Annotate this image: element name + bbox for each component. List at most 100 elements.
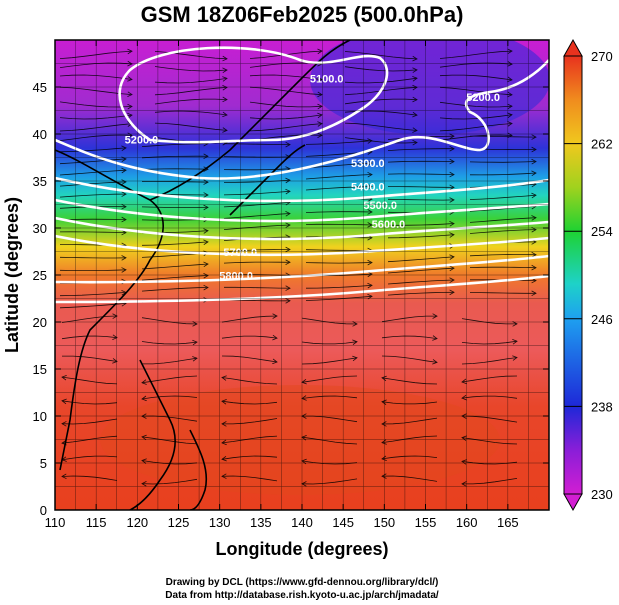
streamline: [59, 147, 127, 153]
streamline-arrow: [222, 67, 228, 74]
streamline: [154, 110, 228, 116]
streamline: [223, 213, 291, 219]
streamline-arrow: [61, 421, 67, 427]
streamline: [387, 279, 455, 285]
streamline: [381, 335, 438, 339]
colorbar-tick-label: 238: [591, 399, 613, 414]
streamline-arrow: [381, 455, 387, 462]
streamline: [223, 224, 291, 230]
streamline-arrow: [222, 76, 228, 82]
contour-label: 5500.0: [363, 200, 397, 212]
contour-5100: [118, 46, 389, 144]
streamline: [305, 223, 373, 226]
streamline-arrow: [507, 91, 513, 98]
streamline-arrow: [61, 473, 67, 480]
coastlines: [55, 40, 351, 510]
streamline: [141, 395, 198, 400]
streamline-arrow: [285, 298, 291, 304]
colorbar-tick-label: 270: [591, 49, 613, 64]
streamline: [469, 229, 537, 234]
streamline-arrow: [317, 76, 323, 82]
streamline-arrow: [317, 121, 323, 127]
streamline-arrow: [141, 481, 147, 487]
streamline-arrow: [317, 112, 323, 119]
streamline: [249, 86, 323, 96]
streamline: [141, 143, 209, 147]
streamline-arrow: [317, 48, 323, 55]
streamline: [223, 190, 291, 196]
streamline-arrow: [449, 133, 455, 140]
streamline-arrow: [221, 375, 227, 381]
streamline: [439, 123, 513, 132]
streamline: [62, 355, 118, 362]
streamline: [305, 174, 373, 180]
streamline-arrow: [203, 192, 209, 198]
streamline: [223, 261, 291, 264]
streamline-arrow: [221, 439, 227, 446]
streamline-arrow: [507, 76, 513, 83]
streamline: [141, 287, 209, 292]
streamline-arrow: [531, 251, 537, 258]
streamline: [387, 186, 455, 188]
streamline: [61, 455, 118, 461]
streamline-arrow: [432, 359, 438, 365]
streamline-arrow: [61, 439, 67, 446]
streamline: [59, 303, 127, 309]
streamline-arrow: [531, 146, 537, 153]
streamline-arrow: [367, 271, 373, 278]
colorbar-gradient: [563, 55, 583, 495]
contour-label: 5100.0: [310, 73, 344, 85]
streamline-arrow: [381, 375, 387, 382]
streamline-arrow: [507, 61, 513, 67]
streamline-arrow: [449, 265, 455, 272]
streamline-arrow: [121, 229, 127, 236]
streamline-arrow: [121, 167, 127, 174]
streamline: [301, 375, 358, 383]
streamline-arrow: [203, 228, 209, 234]
streamline-arrow: [121, 145, 127, 151]
streamline: [59, 231, 127, 233]
streamline-arrow: [272, 313, 278, 319]
x-axis-ticks: 110 115 120 125 130 135 140 145 150 155 160 165: [45, 40, 519, 530]
streamline-arrow: [121, 191, 127, 197]
streamline-arrow: [412, 84, 418, 91]
streamline: [305, 211, 373, 213]
streamline-arrow: [203, 204, 209, 211]
streamline: [301, 357, 358, 365]
streamline-arrow: [285, 285, 291, 291]
streamline-arrow: [449, 277, 455, 283]
streamline-arrow: [192, 339, 198, 346]
streamline-arrow: [449, 197, 455, 203]
streamline-arrow: [127, 91, 133, 97]
streamline: [305, 186, 373, 191]
streamline: [141, 341, 198, 345]
streamline: [141, 155, 209, 159]
streamline-arrow: [61, 374, 67, 381]
streamline-arrow: [221, 473, 227, 479]
y-tick-label: 45: [33, 80, 47, 95]
streamline: [59, 193, 127, 198]
streamline: [305, 162, 373, 169]
streamline-arrow: [192, 356, 198, 362]
streamline: [301, 341, 358, 345]
streamline-arrow: [272, 358, 278, 365]
streamline: [154, 122, 228, 131]
streamline: [141, 436, 198, 445]
streamline-arrow: [412, 76, 418, 82]
streamline-arrow: [507, 103, 513, 110]
streamline-arrow: [61, 456, 67, 462]
streamline: [469, 172, 537, 176]
contour-label: 5300.0: [351, 158, 385, 170]
streamline: [381, 435, 438, 443]
y-tick-label: 35: [33, 174, 47, 189]
streamline: [381, 401, 438, 405]
streamline-arrow: [121, 216, 127, 223]
streamline-arrow: [461, 459, 467, 465]
streamline: [61, 376, 118, 385]
streamline-arrow: [412, 139, 418, 146]
streamline-arrow: [222, 96, 228, 103]
streamline-arrow: [449, 158, 455, 165]
streamline-arrow: [507, 121, 513, 127]
streamline-arrow: [461, 394, 467, 401]
streamline-arrow: [285, 177, 291, 184]
